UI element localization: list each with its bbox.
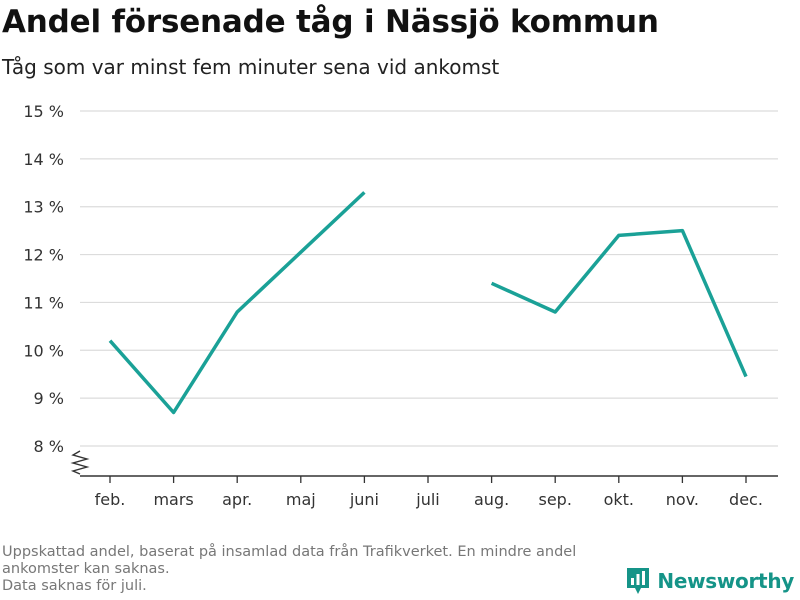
axis-break-mark <box>70 450 90 475</box>
footnote: Uppskattad andel, baserat på insamlad da… <box>2 544 642 595</box>
x-tick-label: okt. <box>604 490 634 509</box>
x-tick-label: feb. <box>95 490 126 509</box>
series-lines <box>108 191 748 415</box>
newsworthy-logo-icon <box>627 568 650 594</box>
series-line <box>108 191 366 415</box>
y-tick-label: 11 % <box>23 293 64 312</box>
y-tick-label: 10 % <box>23 341 64 360</box>
y-tick-label: 12 % <box>23 246 64 265</box>
series-line <box>490 228 748 378</box>
x-tick-label: juni <box>349 490 379 509</box>
y-tick-label: 8 % <box>34 437 64 456</box>
x-tick-label: nov. <box>666 490 699 509</box>
footnote-line-2: ankomster kan saknas. <box>2 561 170 577</box>
x-tick-label: apr. <box>222 490 252 509</box>
chart-subtitle: Tåg som var minst fem minuter sena vid a… <box>2 55 500 79</box>
line-chart: 8 % 9 % 10 % 11 % 12 % 13 % 14 % 15 % feb. mars a… <box>23 102 778 509</box>
chart-title: Andel försenade tåg i Nässjö kommun <box>2 4 659 40</box>
y-tick-label: 13 % <box>23 198 64 217</box>
x-axis <box>70 450 778 477</box>
x-tick-label: dec. <box>729 490 763 509</box>
x-tick-label: juli <box>415 490 439 509</box>
x-tick-label: maj <box>286 490 316 509</box>
brand-name: Newsworthy <box>657 569 794 593</box>
y-tick-label: 15 % <box>23 102 64 121</box>
footnote-line-1: Uppskattad andel, baserat på insamlad da… <box>2 544 577 560</box>
x-axis-ticks: feb. mars apr. maj juni juli aug. sep. okt. nov. d… <box>95 476 763 509</box>
x-tick-label: sep. <box>538 490 571 509</box>
y-axis-ticks: 8 % 9 % 10 % 11 % 12 % 13 % 14 % 15 % <box>23 102 64 456</box>
brand-logo: Newsworthy <box>625 566 794 596</box>
grid-lines <box>80 110 778 447</box>
x-tick-label: mars <box>153 490 193 509</box>
x-tick-label: aug. <box>474 490 509 509</box>
y-tick-label: 14 % <box>23 150 64 169</box>
y-tick-label: 9 % <box>34 389 64 408</box>
footnote-line-3: Data saknas för juli. <box>2 578 147 594</box>
